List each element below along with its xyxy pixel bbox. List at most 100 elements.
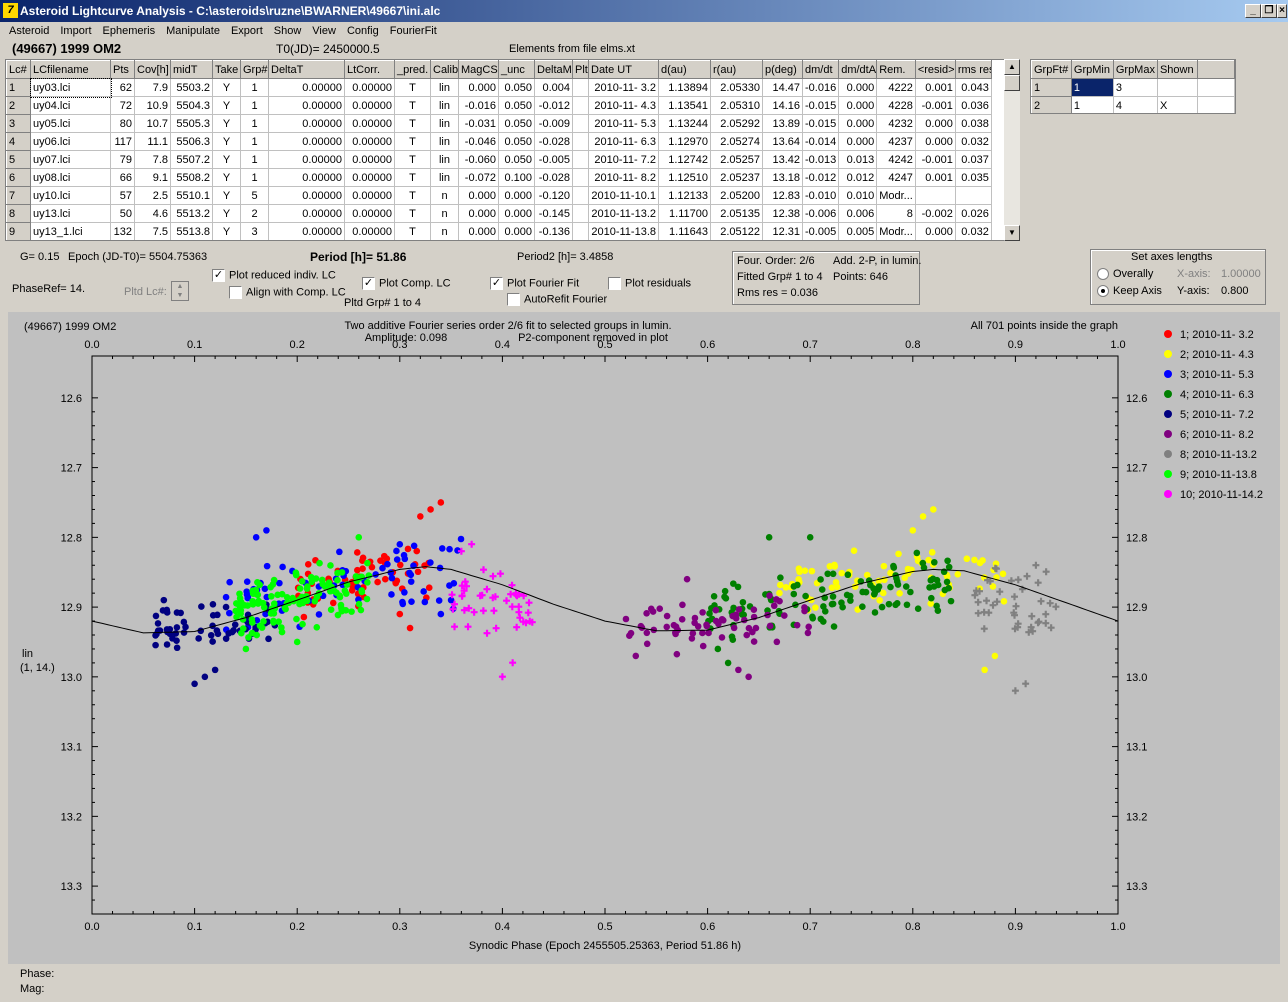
table-cell[interactable]: 0.000 bbox=[498, 222, 535, 240]
table-cell[interactable]: -0.136 bbox=[534, 222, 573, 240]
table-cell[interactable]: 14.16 bbox=[762, 96, 803, 115]
plot-comp-checkbox[interactable]: ✓ Plot Comp. LC bbox=[362, 277, 451, 290]
table-cell[interactable]: 2.05135 bbox=[710, 204, 763, 223]
table-cell[interactable]: 1.12742 bbox=[658, 150, 711, 169]
table-cell[interactable]: X bbox=[1157, 96, 1198, 113]
table-cell[interactable]: -0.005 bbox=[802, 222, 840, 240]
table-cell[interactable]: Modr... bbox=[876, 186, 916, 205]
column-header[interactable]: GrpFt# bbox=[1031, 60, 1072, 79]
table-cell[interactable]: 0.00000 bbox=[268, 114, 345, 133]
lightcurve-plot[interactable]: 0.0 0.0 0.1 0.1 0.2 0.2 0.3 0.3 0.4 0.4 0.5 0.5 0.6 0… bbox=[8, 312, 1280, 964]
menu-show[interactable]: Show bbox=[273, 25, 302, 37]
maximize-button[interactable]: ❐ bbox=[1261, 4, 1277, 18]
table-cell[interactable]: T bbox=[394, 132, 431, 151]
table-cell[interactable]: 1.11643 bbox=[658, 222, 711, 240]
table-cell[interactable]: Y bbox=[212, 96, 241, 115]
table-cell[interactable]: uy13.lci bbox=[30, 204, 111, 223]
table-cell[interactable]: -0.015 bbox=[802, 96, 840, 115]
table-cell[interactable]: 14.47 bbox=[762, 78, 803, 97]
table-cell[interactable]: 2.05122 bbox=[710, 222, 763, 240]
table-cell[interactable]: 5513.2 bbox=[170, 204, 213, 223]
table-cell[interactable]: 1.12970 bbox=[658, 132, 711, 151]
table-cell[interactable]: 4242 bbox=[876, 150, 916, 169]
table-cell[interactable]: uy10.lci bbox=[30, 186, 111, 205]
column-header[interactable]: Lc# bbox=[6, 60, 31, 79]
table-cell[interactable]: Y bbox=[212, 150, 241, 169]
table-cell[interactable]: 0.000 bbox=[458, 78, 499, 97]
table-cell[interactable] bbox=[572, 204, 589, 223]
table-cell[interactable]: 2010-11- 7.2 bbox=[588, 150, 659, 169]
table-cell[interactable]: 0.000 bbox=[915, 114, 956, 133]
menu-config[interactable]: Config bbox=[346, 25, 379, 37]
table-cell[interactable]: uy06.lci bbox=[30, 132, 111, 151]
table-cell[interactable]: n bbox=[430, 222, 459, 240]
table-cell[interactable] bbox=[572, 114, 589, 133]
table-cell[interactable]: 50 bbox=[110, 204, 135, 223]
table-cell[interactable]: lin bbox=[430, 114, 459, 133]
table-cell[interactable]: 1.12510 bbox=[658, 168, 711, 187]
table-cell[interactable]: 7.9 bbox=[134, 78, 171, 97]
table-cell[interactable]: 1.13894 bbox=[658, 78, 711, 97]
table-cell[interactable]: 0.000 bbox=[915, 222, 956, 240]
table-cell[interactable]: 0.000 bbox=[838, 78, 878, 97]
table-cell[interactable]: Modr... bbox=[876, 222, 916, 240]
table-cell[interactable]: n bbox=[430, 204, 459, 223]
table-cell[interactable]: 5506.3 bbox=[170, 132, 213, 151]
table-cell[interactable]: T bbox=[394, 168, 431, 187]
column-header[interactable]: LCfilename bbox=[30, 60, 111, 79]
table-cell[interactable]: 1 bbox=[240, 78, 269, 97]
table-cell[interactable] bbox=[572, 186, 589, 205]
table-cell[interactable] bbox=[572, 168, 589, 187]
table-cell[interactable]: lin bbox=[430, 78, 459, 97]
table-cell[interactable] bbox=[955, 186, 992, 205]
table-cell[interactable] bbox=[572, 78, 589, 97]
table-cell[interactable]: 0.012 bbox=[838, 168, 878, 187]
table-cell[interactable]: uy07.lci bbox=[30, 150, 111, 169]
table-cell[interactable]: 3 bbox=[1113, 78, 1158, 97]
table-cell[interactable]: 13.42 bbox=[762, 150, 803, 169]
table-cell[interactable]: 4232 bbox=[876, 114, 916, 133]
table-cell[interactable]: -0.060 bbox=[458, 150, 499, 169]
table-cell[interactable]: 0.00000 bbox=[344, 78, 395, 97]
table-cell[interactable]: 12.83 bbox=[762, 186, 803, 205]
table-cell[interactable]: 13.64 bbox=[762, 132, 803, 151]
table-cell[interactable]: -0.014 bbox=[802, 132, 840, 151]
table-cell[interactable]: Y bbox=[212, 78, 241, 97]
table-cell[interactable]: 0.013 bbox=[838, 150, 878, 169]
plot-residuals-checkbox[interactable]: Plot residuals bbox=[608, 277, 691, 290]
table-cell[interactable]: 0.000 bbox=[458, 204, 499, 223]
table-cell[interactable]: 0.00000 bbox=[268, 132, 345, 151]
table-cell[interactable] bbox=[1157, 78, 1198, 97]
table-cell[interactable]: 0.00000 bbox=[268, 168, 345, 187]
table-cell[interactable]: 5 bbox=[240, 186, 269, 205]
table-cell[interactable]: 11.1 bbox=[134, 132, 171, 151]
table-cell[interactable]: 2010-11- 5.3 bbox=[588, 114, 659, 133]
table-cell[interactable]: 0.032 bbox=[955, 132, 992, 151]
table-cell[interactable] bbox=[572, 150, 589, 169]
table-cell[interactable]: 62 bbox=[110, 78, 135, 97]
table-cell[interactable] bbox=[572, 222, 589, 240]
table-cell[interactable]: -0.001 bbox=[915, 150, 956, 169]
table-cell[interactable]: T bbox=[394, 150, 431, 169]
table-cell[interactable]: 2.05257 bbox=[710, 150, 763, 169]
table-cell[interactable]: 0.050 bbox=[498, 78, 535, 97]
menu-export[interactable]: Export bbox=[230, 25, 263, 37]
table-cell[interactable]: T bbox=[394, 114, 431, 133]
lightcurve-table[interactable]: Lc# LCfilename Pts Cov[h] midT Take Grp# DeltaT… bbox=[5, 59, 1005, 241]
table-cell[interactable]: 5 bbox=[6, 150, 31, 169]
table-cell[interactable]: 10.7 bbox=[134, 114, 171, 133]
table-cell[interactable]: 0.00000 bbox=[344, 222, 395, 240]
table-cell[interactable]: 0.00000 bbox=[344, 204, 395, 223]
table-cell[interactable]: 0.000 bbox=[458, 222, 499, 240]
table-cell[interactable]: T bbox=[394, 186, 431, 205]
table-cell[interactable]: 1 bbox=[240, 168, 269, 187]
table-cell[interactable]: uy03.lci bbox=[29, 77, 112, 98]
table-cell[interactable] bbox=[915, 186, 956, 205]
pltd-lc-spinner[interactable]: ▲ ▼ bbox=[171, 281, 189, 301]
xaxis-field[interactable]: 1.00000 bbox=[1221, 268, 1261, 280]
table-cell[interactable]: 1 bbox=[240, 96, 269, 115]
column-header[interactable]: rms res bbox=[954, 60, 992, 79]
